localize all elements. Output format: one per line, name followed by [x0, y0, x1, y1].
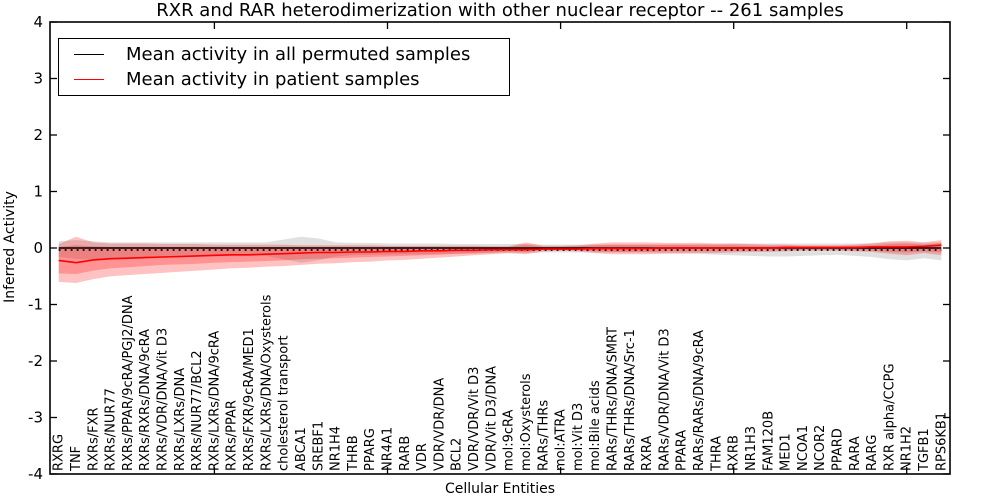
x-tick-label: mol:9cRA [502, 409, 517, 471]
x-tick-label: RXRs/PPAR/9cRA/PGJ2/DNA [121, 295, 136, 471]
y-tick-label: -4 [28, 465, 43, 483]
x-tick-label: RARs/THRs/DNA/SMRT [606, 327, 621, 471]
x-tick-label: cholesterol transport [277, 335, 292, 471]
x-tick-label: RXRs/RXRs/DNA/9cRA [138, 329, 153, 471]
x-tick-label: RARs/VDR/DNA/Vit D3 [657, 328, 672, 471]
x-tick-label: SREBF1 [311, 421, 326, 471]
x-tick-label: RARA [848, 436, 863, 471]
y-tick-label: 3 [33, 70, 43, 88]
x-tick-label: mol:ATRA [554, 409, 569, 471]
legend-item-permuted: Mean activity in all permuted samples [59, 42, 509, 67]
x-tick-label: THRA [709, 436, 724, 472]
x-tick-label: PPARA [675, 430, 690, 471]
y-tick-label: 2 [33, 126, 43, 144]
x-tick-label: BCL2 [450, 438, 465, 471]
x-tick-label: RARs/THRs [536, 400, 551, 471]
x-tick-label: RXRG [52, 434, 67, 471]
x-tick-label: RARs/RARs/DNA/9cRA [692, 330, 707, 471]
x-tick-label: VDR/VDR/Vit D3 [467, 367, 482, 471]
chart-title: RXR and RAR heterodimerization with othe… [156, 0, 844, 21]
x-tick-label: RXRs/PPAR [225, 400, 240, 471]
x-tick-label: RXRs/FXR/9cRA/MED1 [242, 328, 257, 471]
x-tick-label: RXRs/NUR77/BCL2 [190, 350, 205, 471]
x-tick-label: mol:Oxysterols [519, 373, 534, 471]
x-tick-label: RARG [865, 434, 880, 471]
x-tick-label: RXRs/LXRs/DNA [173, 368, 188, 471]
y-tick-label: -2 [28, 352, 43, 370]
x-tick-label: NCOA1 [796, 425, 811, 471]
x-axis-label: Cellular Entities [445, 481, 555, 497]
patient-samples-inner-range-band [58, 242, 942, 274]
x-tick-label: THRB [346, 435, 361, 472]
x-tick-label: NR1H2 [900, 426, 915, 471]
x-tick-label: RARB [398, 436, 413, 471]
lines-layer [58, 244, 942, 264]
x-tick-label: PPARG [363, 428, 378, 471]
x-tick-label: RXRs/LXRs/DNA/Oxysterols [259, 294, 274, 471]
x-tick-label: VDR/VDR/DNA [432, 378, 447, 471]
x-tick-label: VDR [415, 443, 430, 471]
legend: Mean activity in all permuted samples Me… [58, 38, 510, 96]
legend-item-patient: Mean activity in patient samples [59, 67, 509, 92]
x-tick-label: NR1H3 [744, 426, 759, 471]
x-tick-label: RXRs/LXRs/DNA/9cRA [207, 331, 222, 471]
x-tick-label: MED1 [779, 433, 794, 471]
x-tick-label: RXRA [640, 436, 655, 471]
x-tick-labels: RXRG TNF RXRs/FXR RXRs/NUR77 RXRs/PPAR/9cRA/… [52, 294, 950, 472]
x-tick-label: mol:Bile acids [588, 380, 603, 471]
x-tick-label: RXRs/VDR/DNA/Vit D3 [156, 328, 171, 471]
x-tick-label: RXR alpha/CCPG [882, 363, 897, 471]
x-tick-label: TGFB1 [917, 428, 932, 472]
y-tick-label: -3 [28, 409, 43, 427]
x-tick-label: VDR/Vit D3/DNA [484, 366, 499, 471]
x-tick-label: RARs/THRs/DNA/Src-1 [623, 329, 638, 471]
y-tick-label: 0 [33, 239, 43, 257]
legend-label-permuted: Mean activity in all permuted samples [126, 44, 471, 65]
x-tick-label: RXRs/FXR [86, 407, 101, 471]
ticks-layer [50, 21, 950, 475]
x-tick-label: TNF [69, 446, 84, 472]
y-tick-label: -1 [28, 296, 43, 314]
bands-layer [58, 236, 942, 283]
legend-line-red [74, 79, 104, 80]
x-tick-label: NR1H4 [329, 426, 344, 471]
x-tick-label: mol:Vit D3 [571, 403, 586, 471]
x-tick-label: RXRs/NUR77 [104, 388, 119, 471]
x-tick-label: FAM120B [761, 411, 776, 471]
x-tick-label: RXRB [727, 435, 742, 471]
x-tick-label: ABCA1 [294, 427, 309, 471]
x-tick-label: NCOR2 [813, 425, 828, 471]
patient-mean-line [58, 244, 942, 264]
x-tick-label: RPS6KB1 [934, 412, 949, 471]
legend-line-black [74, 54, 104, 55]
x-tick-label: PPARD [831, 428, 846, 471]
y-tick-labels: -4 -3 -2 -1 0 1 2 3 4 [28, 13, 43, 483]
legend-label-patient: Mean activity in patient samples [126, 69, 420, 90]
y-tick-label: 4 [33, 13, 43, 31]
y-axis-label: Inferred Activity [2, 191, 18, 303]
y-tick-label: 1 [33, 183, 43, 201]
x-tick-label: NR4A1 [381, 427, 396, 471]
